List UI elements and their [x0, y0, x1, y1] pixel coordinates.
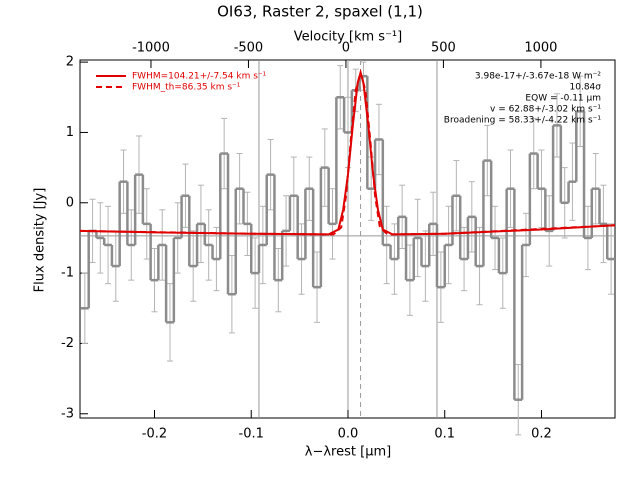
x2-tick-label: 1000 — [524, 41, 557, 56]
x2-tick-label: 500 — [431, 41, 456, 56]
y-tick-label: 2 — [66, 55, 74, 70]
x2-tick-label: -500 — [234, 41, 264, 56]
annotation: Broadening = 58.33+/-4.22 km s⁻¹ — [444, 116, 602, 126]
annotation: 10.84σ — [570, 83, 602, 93]
chart-title: OI63, Raster 2, spaxel (1,1) — [217, 3, 423, 21]
y-tick-label: -2 — [61, 336, 74, 351]
y-tick-label: 0 — [66, 195, 74, 210]
x-axis-label: λ−λrest [μm] — [305, 445, 391, 460]
x-tick-label: 0.2 — [531, 427, 552, 442]
annotation: EQW = -0.11 μm — [525, 94, 601, 104]
annotation: 3.98e-17+/-3.67e-18 W m⁻² — [475, 72, 602, 82]
legend-label: FWHM=104.21+/-7.54 km s⁻¹ — [132, 72, 267, 82]
legend-label: FWHM_th=86.35 km s⁻¹ — [132, 83, 241, 93]
annotation: v = 62.88+/-3.02 km s⁻¹ — [490, 105, 601, 115]
y-tick-label: -3 — [61, 406, 74, 421]
y-axis-label: Flux density [Jy] — [33, 188, 48, 293]
x2-tick-label: -1000 — [132, 41, 170, 56]
y-tick-label: 1 — [66, 125, 74, 140]
x-tick-label: 0.1 — [434, 427, 455, 442]
fit-line — [79, 68, 616, 236]
x-tick-label: 0.0 — [338, 427, 359, 442]
x2-tick-label: 0 — [342, 41, 350, 56]
x-tick-label: -0.1 — [239, 427, 264, 442]
x2-axis-label: Velocity [km s⁻¹] — [294, 30, 402, 45]
y-tick-label: -1 — [61, 266, 74, 281]
x-tick-label: -0.2 — [142, 427, 167, 442]
